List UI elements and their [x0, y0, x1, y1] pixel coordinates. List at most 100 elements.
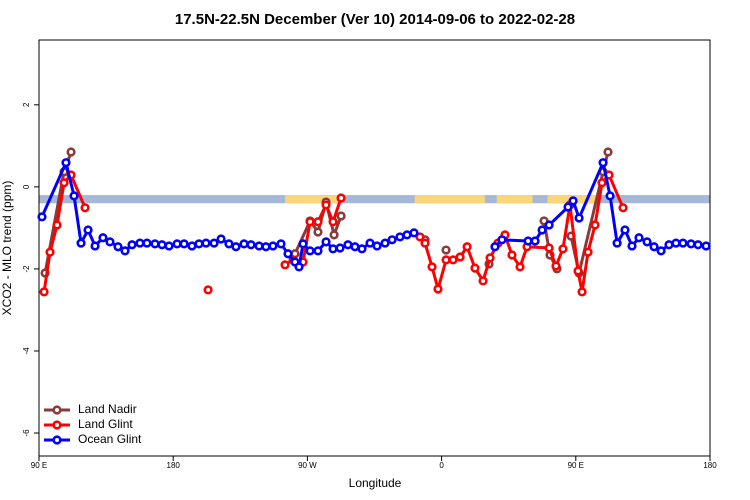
point [671, 238, 681, 248]
land-band [285, 195, 341, 204]
y-tick-label: -6 [22, 429, 31, 437]
point [120, 246, 130, 256]
point [172, 239, 182, 249]
point [380, 238, 390, 248]
point [537, 225, 547, 235]
point [66, 147, 76, 157]
point [551, 261, 561, 271]
point [642, 237, 652, 247]
point [187, 241, 197, 251]
point [203, 285, 213, 295]
point [335, 243, 345, 253]
point [590, 220, 600, 230]
ocean-band [39, 195, 710, 204]
point [530, 236, 540, 246]
land-band [414, 195, 485, 204]
point [80, 203, 90, 213]
point [280, 260, 290, 270]
chart-title: 17.5N-22.5N December (Ver 10) 2014-09-06… [175, 11, 575, 28]
point [135, 238, 145, 248]
point [409, 228, 419, 238]
point [686, 239, 696, 249]
x-tick-label: 90 W [298, 461, 317, 470]
y-tick-label: 0 [22, 184, 31, 189]
point [402, 230, 412, 240]
point [209, 238, 219, 248]
legend-label: Land Nadir [78, 402, 137, 416]
point [577, 287, 587, 297]
point [620, 225, 630, 235]
point [497, 235, 507, 245]
point [45, 247, 55, 257]
point [69, 191, 79, 201]
point [568, 196, 578, 206]
point [179, 239, 189, 249]
point [150, 239, 160, 249]
legend-label: Land Glint [78, 417, 133, 431]
point [157, 240, 167, 250]
point [321, 237, 331, 247]
point [387, 235, 397, 245]
point [605, 191, 615, 201]
point [254, 241, 264, 251]
point [201, 238, 211, 248]
point [52, 220, 62, 230]
point [656, 246, 666, 256]
point [37, 212, 47, 222]
x-tick-label: 90 E [31, 461, 47, 470]
x-tick-label: 180 [703, 461, 717, 470]
point [105, 237, 115, 247]
point [328, 217, 338, 227]
point [313, 217, 323, 227]
point [39, 287, 49, 297]
point [246, 240, 256, 250]
y-tick-label: -2 [22, 265, 31, 273]
point [164, 241, 174, 251]
point [701, 241, 711, 251]
point [523, 236, 533, 246]
point [598, 158, 608, 168]
point [328, 244, 338, 254]
point [142, 238, 152, 248]
point [372, 241, 382, 251]
point [216, 234, 226, 244]
point [427, 262, 437, 272]
point [113, 242, 123, 252]
point [321, 200, 331, 210]
point [544, 243, 554, 253]
point [365, 238, 375, 248]
point [693, 240, 703, 250]
point [305, 217, 315, 227]
x-tick-label: 90 E [568, 461, 584, 470]
y-axis-label: XCO2 - MLO trend (ppm) [0, 181, 14, 316]
point [343, 240, 353, 250]
y-tick-label: 2 [22, 102, 31, 107]
legend-marker [52, 420, 62, 430]
point [83, 225, 93, 235]
point [574, 213, 584, 223]
point [231, 242, 241, 252]
point [583, 247, 593, 257]
point [433, 284, 443, 294]
x-tick-label: 180 [167, 461, 181, 470]
point [276, 239, 286, 249]
point [478, 276, 488, 286]
point [470, 263, 480, 273]
y-tick-label: -4 [22, 347, 31, 355]
point [507, 250, 517, 260]
point [239, 239, 249, 249]
point [441, 255, 451, 265]
x-tick-label: 0 [439, 461, 444, 470]
point [597, 178, 607, 188]
point [283, 249, 293, 259]
point [313, 227, 323, 237]
legend-marker [52, 435, 62, 445]
point [462, 242, 472, 252]
point [603, 147, 613, 157]
point [627, 241, 637, 251]
point [90, 241, 100, 251]
point [612, 238, 622, 248]
point [61, 158, 71, 168]
